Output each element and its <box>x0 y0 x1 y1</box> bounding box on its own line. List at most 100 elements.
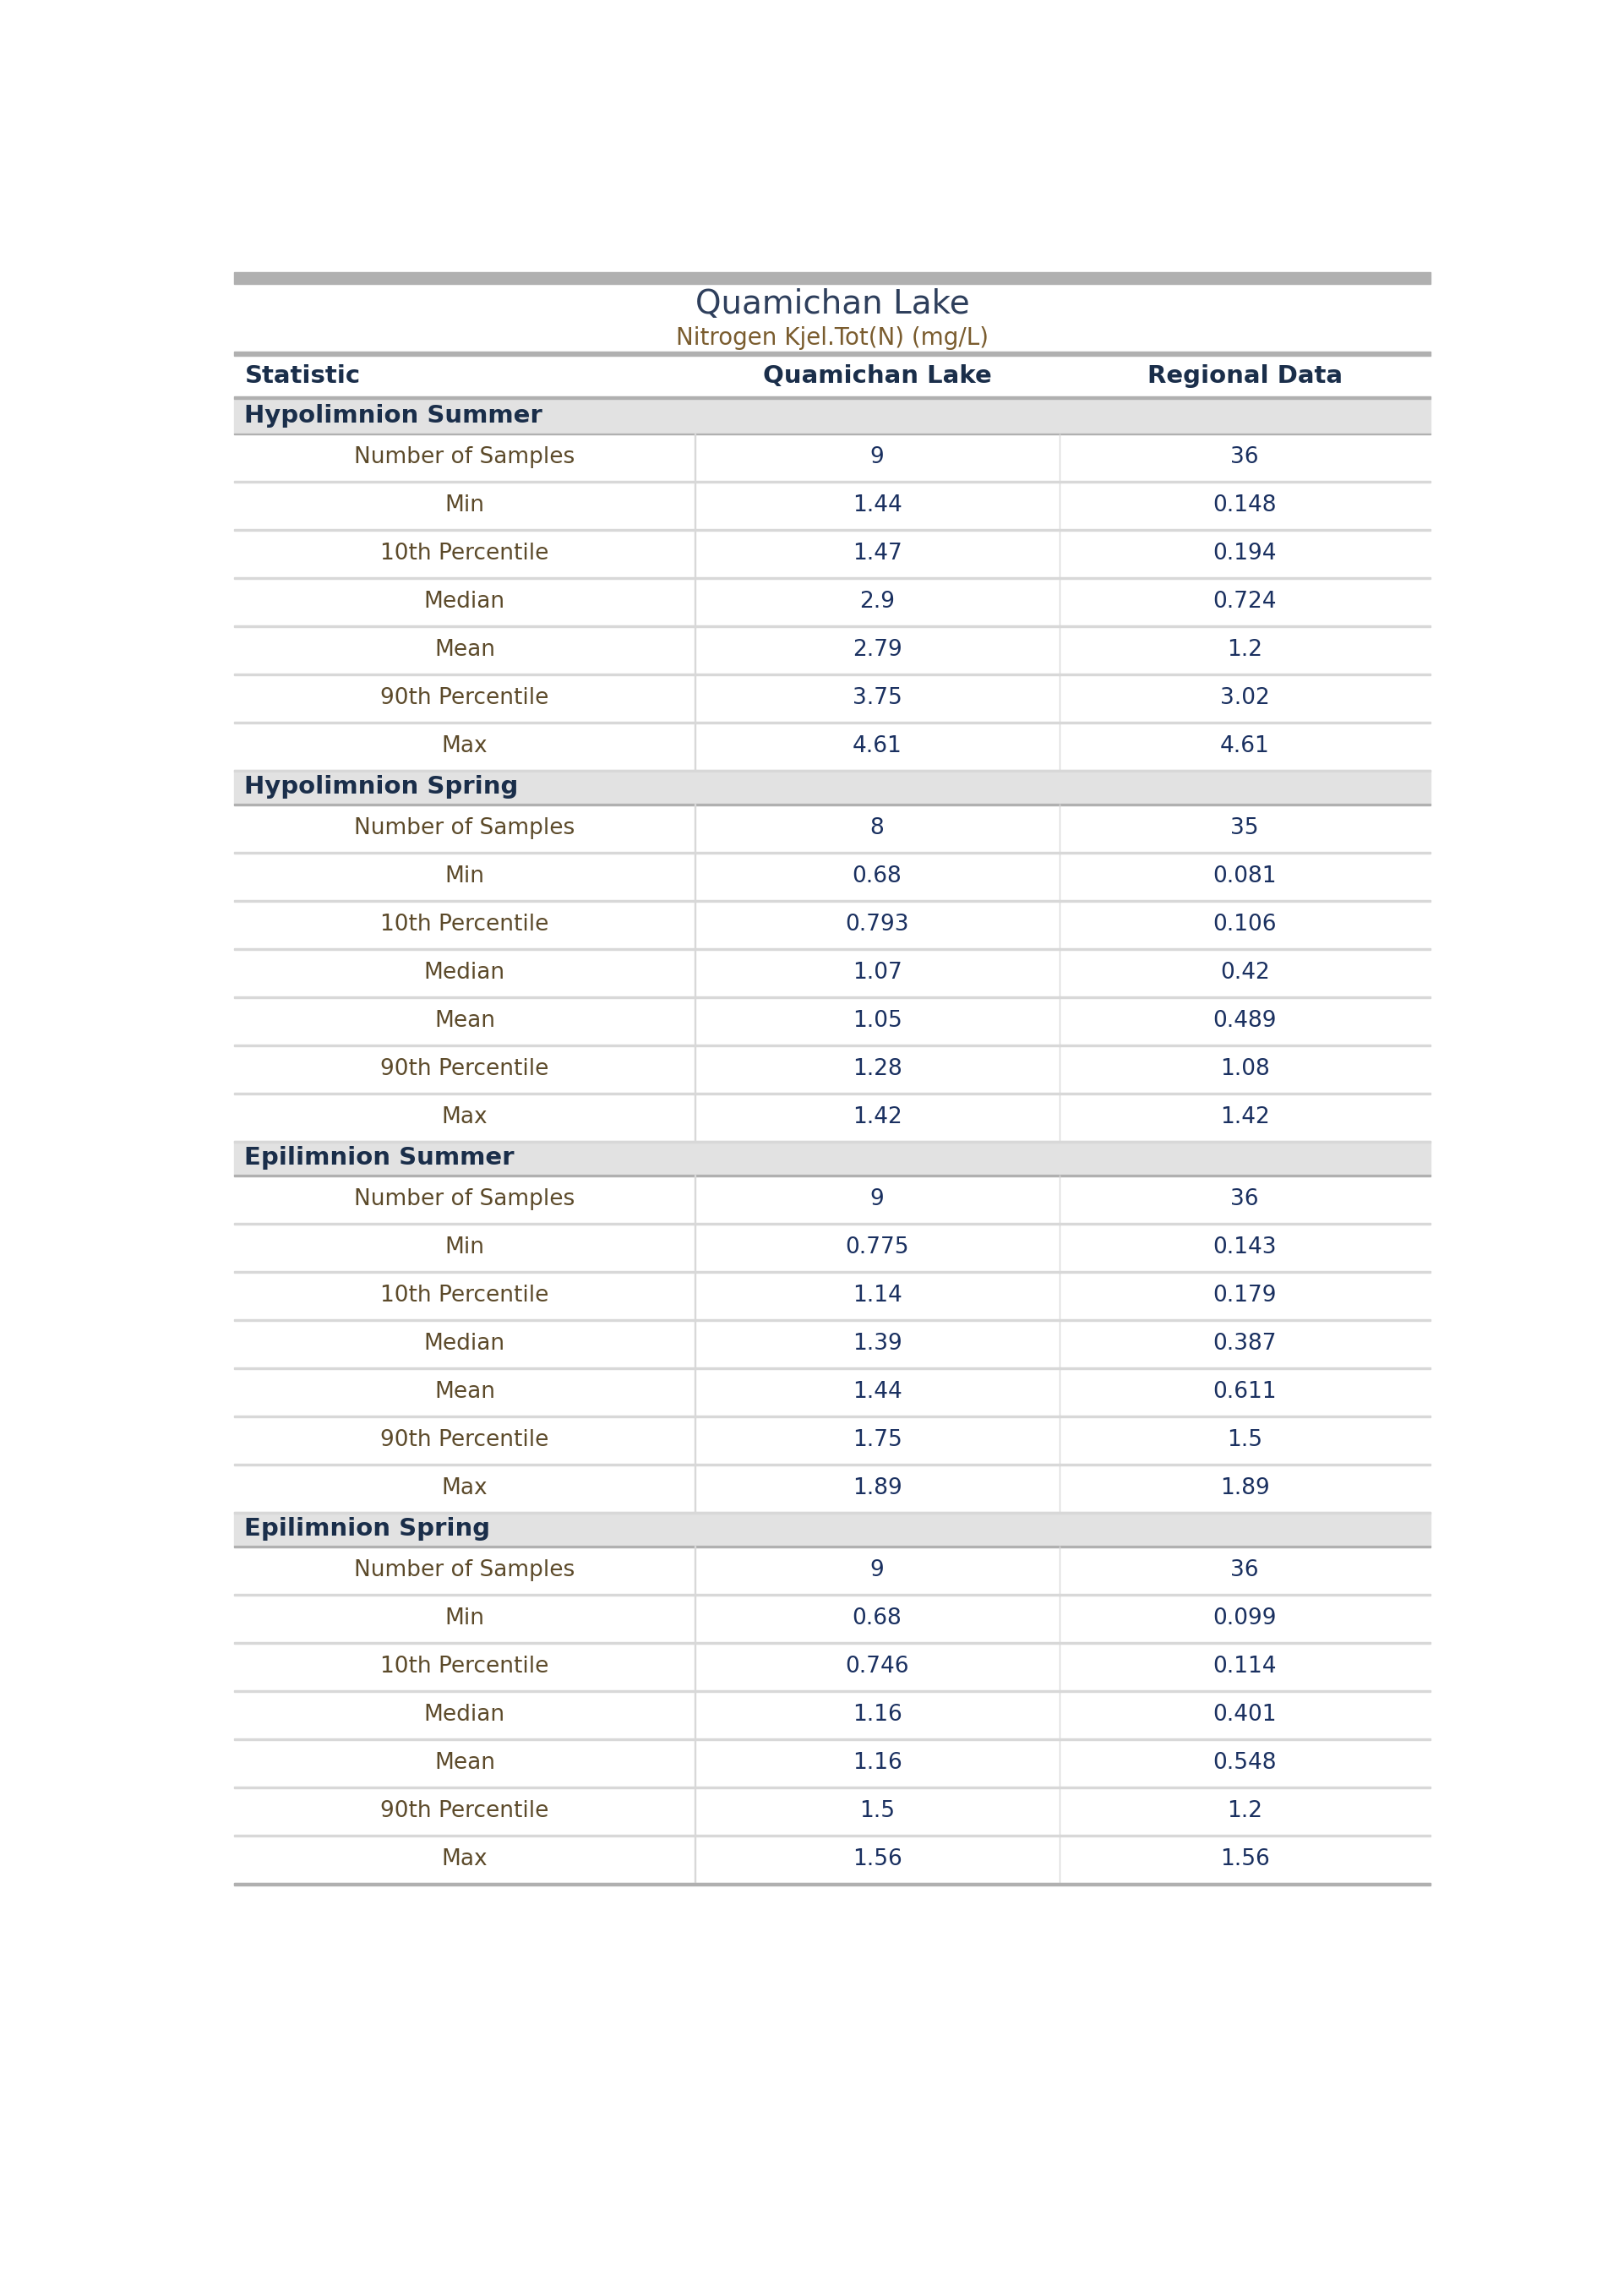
Bar <box>234 529 1431 577</box>
Text: 1.75: 1.75 <box>853 1428 901 1451</box>
Text: Mean: Mean <box>434 1380 495 1403</box>
Text: 36: 36 <box>1231 1559 1259 1580</box>
Bar <box>234 1786 1431 1834</box>
Text: 10th Percentile: 10th Percentile <box>380 1655 549 1678</box>
Bar <box>234 851 1431 901</box>
Text: 0.793: 0.793 <box>844 913 909 935</box>
Text: 9: 9 <box>870 447 883 468</box>
Text: 10th Percentile: 10th Percentile <box>380 913 549 935</box>
Text: 1.56: 1.56 <box>1220 1848 1270 1870</box>
Bar <box>234 272 1431 284</box>
Text: 2.79: 2.79 <box>853 638 901 661</box>
Bar <box>234 997 1431 1044</box>
Text: 0.611: 0.611 <box>1213 1380 1276 1403</box>
Text: 1.05: 1.05 <box>853 1010 901 1033</box>
Bar <box>234 627 1431 674</box>
Bar <box>234 400 1431 434</box>
Bar <box>234 1271 1431 1319</box>
Text: 10th Percentile: 10th Percentile <box>380 543 549 565</box>
Text: 1.16: 1.16 <box>853 1702 901 1725</box>
Text: 4.61: 4.61 <box>853 735 901 758</box>
Text: 4.61: 4.61 <box>1220 735 1270 758</box>
Bar <box>234 901 1431 949</box>
Text: 10th Percentile: 10th Percentile <box>380 1285 549 1305</box>
Text: Regional Data: Regional Data <box>1147 363 1343 388</box>
Text: Max: Max <box>442 1478 487 1498</box>
Bar <box>234 1546 1431 1594</box>
Text: 1.16: 1.16 <box>853 1752 901 1773</box>
Text: 1.89: 1.89 <box>1220 1478 1270 1498</box>
Bar <box>234 434 1431 481</box>
Text: Median: Median <box>424 962 505 983</box>
Bar <box>234 1739 1431 1786</box>
Text: 3.02: 3.02 <box>1220 688 1270 708</box>
Text: 90th Percentile: 90th Percentile <box>380 1058 549 1081</box>
Bar <box>234 1641 1431 1691</box>
Bar <box>234 770 1431 804</box>
Text: 0.775: 0.775 <box>844 1237 909 1258</box>
Text: 0.724: 0.724 <box>1213 590 1276 613</box>
Text: 1.44: 1.44 <box>853 1380 901 1403</box>
Text: 1.28: 1.28 <box>853 1058 901 1081</box>
Text: Number of Samples: Number of Samples <box>354 1187 575 1210</box>
Text: 1.89: 1.89 <box>853 1478 901 1498</box>
Text: 1.08: 1.08 <box>1220 1058 1270 1081</box>
Text: 0.387: 0.387 <box>1213 1332 1276 1355</box>
Text: Max: Max <box>442 1105 487 1128</box>
Text: Max: Max <box>442 1848 487 1870</box>
Text: Number of Samples: Number of Samples <box>354 817 575 840</box>
Text: 0.42: 0.42 <box>1220 962 1270 983</box>
Text: 0.106: 0.106 <box>1213 913 1276 935</box>
Text: 1.5: 1.5 <box>859 1800 895 1823</box>
Text: 90th Percentile: 90th Percentile <box>380 688 549 708</box>
Bar <box>234 1092 1431 1142</box>
Text: Mean: Mean <box>434 1010 495 1033</box>
Bar <box>234 1319 1431 1367</box>
Text: Min: Min <box>445 865 484 888</box>
Text: 0.099: 0.099 <box>1213 1607 1276 1630</box>
Text: Hypolimnion Spring: Hypolimnion Spring <box>245 776 518 799</box>
Bar <box>234 722 1431 770</box>
Text: 1.44: 1.44 <box>853 495 901 515</box>
Text: 35: 35 <box>1231 817 1259 840</box>
Text: 1.14: 1.14 <box>853 1285 901 1305</box>
Bar <box>234 1594 1431 1641</box>
Text: Min: Min <box>445 1237 484 1258</box>
Text: Min: Min <box>445 495 484 515</box>
Bar <box>234 356 1431 395</box>
Text: Number of Samples: Number of Samples <box>354 1559 575 1580</box>
Text: 1.42: 1.42 <box>853 1105 901 1128</box>
Text: Epilimnion Spring: Epilimnion Spring <box>245 1516 490 1541</box>
Text: Nitrogen Kjel.Tot(N) (mg/L): Nitrogen Kjel.Tot(N) (mg/L) <box>676 327 989 350</box>
Text: 3.75: 3.75 <box>853 688 901 708</box>
Text: 1.42: 1.42 <box>1220 1105 1270 1128</box>
Text: 90th Percentile: 90th Percentile <box>380 1800 549 1823</box>
Text: Number of Samples: Number of Samples <box>354 447 575 468</box>
Bar <box>234 1416 1431 1464</box>
Text: 36: 36 <box>1231 447 1259 468</box>
Text: 0.68: 0.68 <box>853 1607 901 1630</box>
Text: 0.548: 0.548 <box>1213 1752 1276 1773</box>
Text: Hypolimnion Summer: Hypolimnion Summer <box>245 404 542 429</box>
Text: Median: Median <box>424 1702 505 1725</box>
Text: 0.746: 0.746 <box>844 1655 909 1678</box>
Bar <box>234 1367 1431 1416</box>
Text: 9: 9 <box>870 1559 883 1580</box>
Text: 1.5: 1.5 <box>1228 1428 1262 1451</box>
Bar <box>234 1834 1431 1884</box>
Bar <box>234 395 1431 400</box>
Text: 0.081: 0.081 <box>1213 865 1276 888</box>
Text: 36: 36 <box>1231 1187 1259 1210</box>
Bar <box>234 949 1431 997</box>
Bar <box>234 674 1431 722</box>
Text: Min: Min <box>445 1607 484 1630</box>
Text: 0.401: 0.401 <box>1213 1702 1276 1725</box>
Bar <box>234 1176 1431 1224</box>
Text: 1.2: 1.2 <box>1228 638 1262 661</box>
Text: 8: 8 <box>870 817 883 840</box>
Text: Statistic: Statistic <box>245 363 361 388</box>
Text: 1.07: 1.07 <box>853 962 901 983</box>
Text: 90th Percentile: 90th Percentile <box>380 1428 549 1451</box>
Bar <box>234 481 1431 529</box>
Text: 1.56: 1.56 <box>853 1848 901 1870</box>
